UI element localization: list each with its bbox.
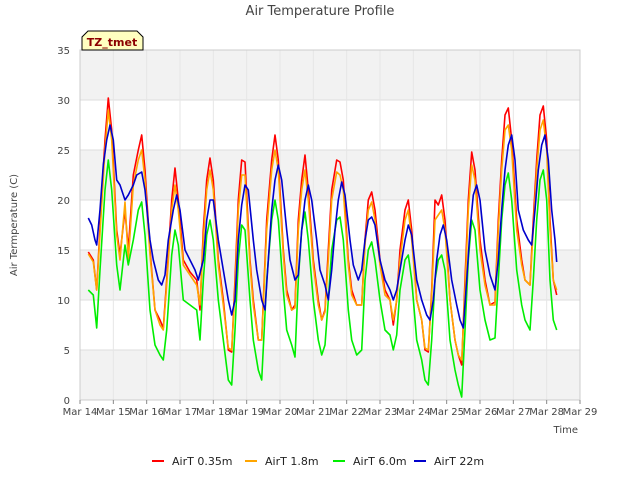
plot-band: [80, 50, 580, 100]
plot-background: [80, 50, 580, 400]
legend-label: AirT 1.8m: [265, 455, 319, 468]
x-tick-label: Mar 25: [429, 407, 464, 418]
x-tick-label: Mar 28: [529, 407, 564, 418]
plot-band: [80, 350, 580, 400]
series-line-1: [87, 109, 558, 361]
series-lines: [87, 97, 558, 398]
x-tick-label: Mar 16: [129, 407, 164, 418]
x-tick-label: Mar 27: [496, 407, 531, 418]
x-tick-label: Mar 26: [463, 407, 498, 418]
series-line-3: [87, 124, 558, 329]
station-annotation: TZ_tmet: [81, 30, 144, 51]
x-tick-label: Mar 14: [63, 407, 98, 418]
y-tick-label: 30: [57, 96, 70, 107]
plot-band: [80, 150, 580, 200]
x-tick-label: Mar 17: [163, 407, 198, 418]
y-tick-label: 10: [57, 296, 70, 307]
x-tick-label: Mar 18: [196, 407, 231, 418]
y-axis-ticks: 0 5 10 15 20 25 30 35: [57, 46, 70, 407]
x-tick-label: Mar 15: [96, 407, 131, 418]
chart-title: Air Temperature Profile: [246, 4, 395, 19]
x-tick-label: Mar 24: [396, 407, 431, 418]
plot-frame: [79, 49, 581, 401]
x-tick-label: Mar 19: [229, 407, 264, 418]
station-label-box: [81, 30, 144, 51]
x-tick-label: Mar 20: [263, 407, 298, 418]
y-tick-label: 35: [57, 46, 70, 57]
legend-label: AirT 22m: [434, 455, 484, 468]
y-tick-label: 15: [57, 246, 70, 257]
y-axis-label: Air Termperature (C): [9, 174, 20, 276]
y-tick-label: 0: [64, 396, 70, 407]
x-tick-label: Mar 22: [329, 407, 364, 418]
y-tick-label: 5: [64, 346, 70, 357]
station-label: TZ_tmet: [87, 36, 137, 49]
x-tick-label: Mar 29: [563, 407, 598, 418]
legend-label: AirT 0.35m: [172, 455, 233, 468]
y-tick-label: 25: [57, 146, 70, 157]
x-tick-label: Mar 23: [363, 407, 398, 418]
legend-label: AirT 6.0m: [353, 455, 407, 468]
x-axis-label: Time: [553, 425, 578, 436]
legend: AirT 0.35m AirT 1.8m AirT 6.0m AirT 22m: [152, 455, 484, 468]
x-tick-label: Mar 21: [296, 407, 331, 418]
y-tick-label: 20: [57, 196, 70, 207]
